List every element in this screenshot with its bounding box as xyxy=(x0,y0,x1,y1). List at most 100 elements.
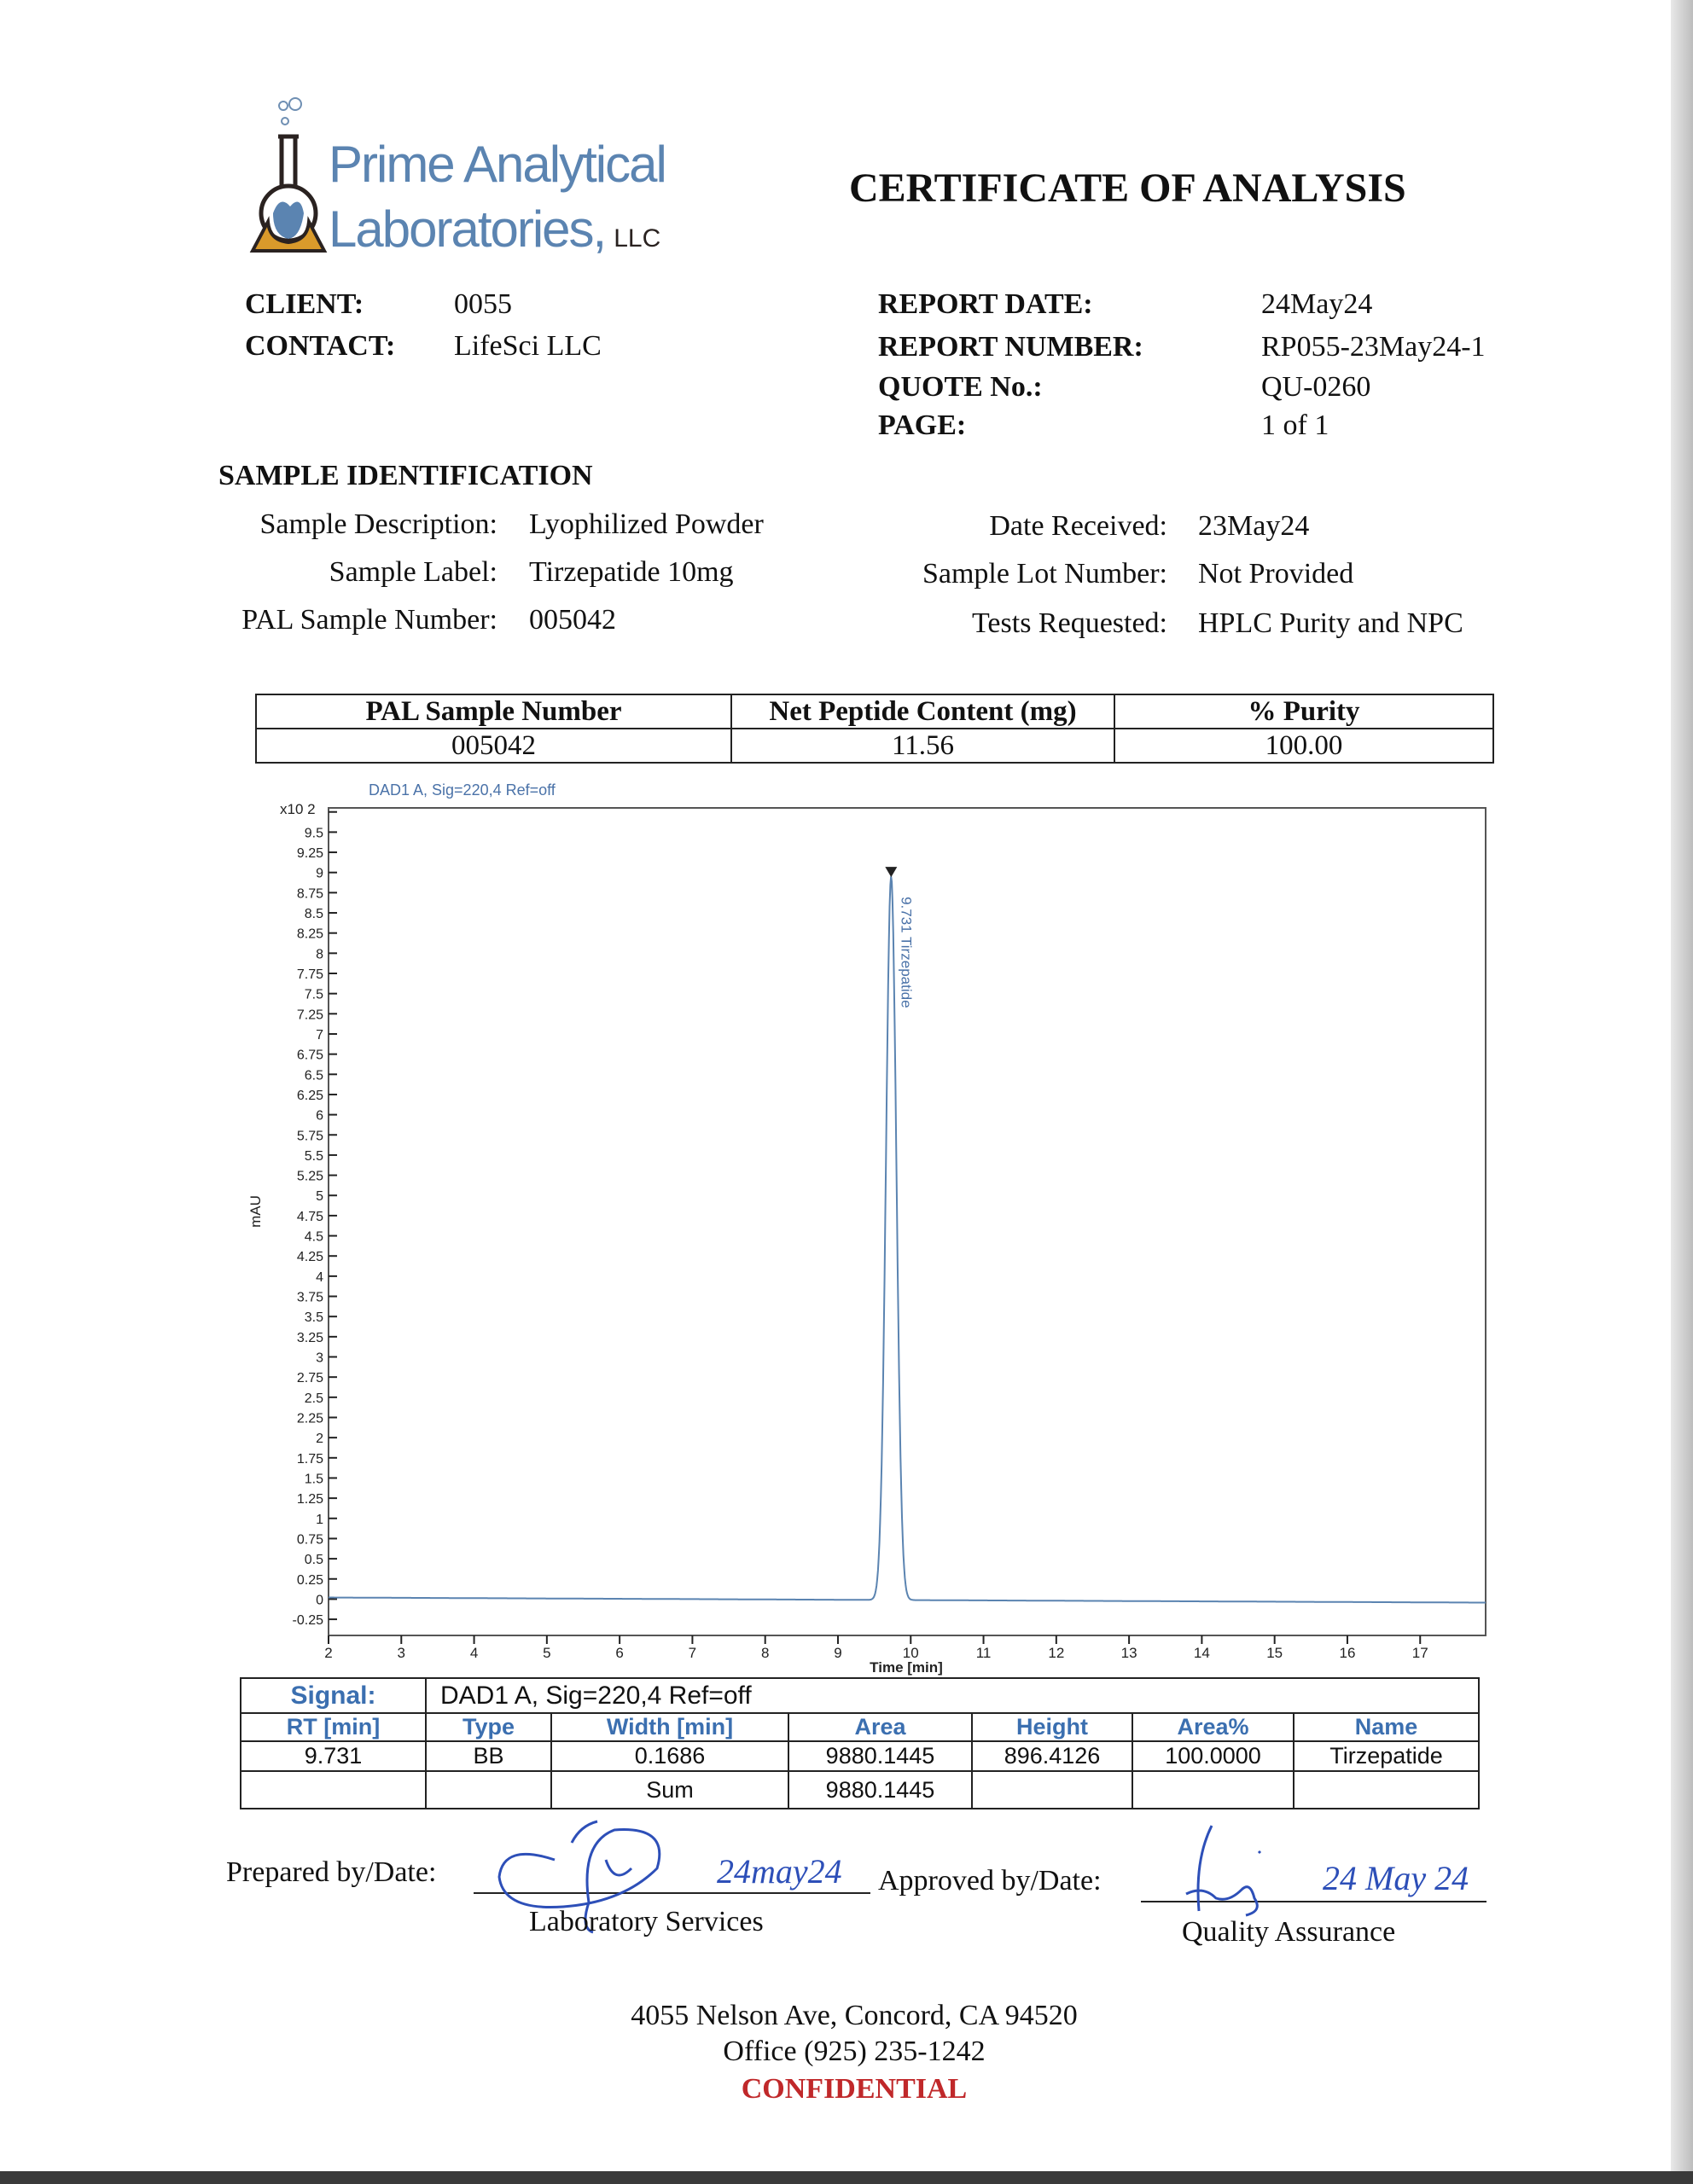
plot-frame xyxy=(328,807,1486,1636)
scan-edge-right xyxy=(1671,0,1693,2184)
header-net-peptide-content: Net Peptide Content (mg) xyxy=(730,694,1115,729)
contact-label: CONTACT: xyxy=(245,330,396,362)
pal-sample-number-label: PAL Sample Number: xyxy=(241,604,497,636)
y-axis-label: mAU xyxy=(247,1195,264,1228)
cell-rt: 9.731 xyxy=(240,1740,427,1772)
y-tick-label: 3.25 xyxy=(297,1331,323,1345)
pal-sample-number-value: 005042 xyxy=(529,604,616,636)
chart-title: DAD1 A, Sig=220,4 Ref=off xyxy=(369,781,556,799)
x-tick-label: 5 xyxy=(543,1645,550,1661)
sample-heading: SAMPLE IDENTIFICATION xyxy=(218,460,593,491)
y-tick-label: -0.25 xyxy=(293,1613,324,1628)
approved-role: Quality Assurance xyxy=(1182,1916,1396,1948)
y-tick-label: 0.25 xyxy=(297,1573,323,1588)
y-tick-label: 5.5 xyxy=(305,1149,323,1164)
cell-height: 896.4126 xyxy=(971,1740,1133,1772)
y-tick-label: 1.25 xyxy=(297,1492,323,1507)
y-tick-label: 0.5 xyxy=(305,1553,323,1567)
y-tick-label: 9.5 xyxy=(305,826,323,840)
y-tick-label: 9 xyxy=(316,867,323,881)
cell-pal-sample-number: 005042 xyxy=(255,728,732,764)
signal-value: DAD1 A, Sig=220,4 Ref=off xyxy=(425,1677,1480,1714)
x-tick-label: 4 xyxy=(470,1645,478,1661)
y-multiplier: x10 2 xyxy=(280,801,316,817)
y-tick-label: 7.75 xyxy=(297,967,323,982)
prepared-by-label: Prepared by/Date: xyxy=(226,1856,437,1888)
y-tick-label: 8.25 xyxy=(297,927,323,942)
header-purity: % Purity xyxy=(1114,694,1494,729)
report-number-label: REPORT NUMBER: xyxy=(878,331,1143,363)
header-pal-sample-number: PAL Sample Number xyxy=(255,694,732,729)
scan-edge-bottom xyxy=(0,2171,1693,2184)
approved-date: 24 May 24 xyxy=(1323,1859,1469,1897)
y-tick-label: 3.75 xyxy=(297,1291,323,1305)
y-tick-label: 8 xyxy=(316,947,323,961)
y-tick-label: 5 xyxy=(316,1189,323,1204)
date-received-value: 23May24 xyxy=(1198,510,1310,542)
sample-description-label: Sample Description: xyxy=(259,508,497,540)
cell-purity: 100.00 xyxy=(1114,728,1494,764)
client-label: CLIENT: xyxy=(245,288,364,320)
x-tick-label: 12 xyxy=(1048,1645,1064,1661)
header-type: Type xyxy=(425,1712,552,1742)
y-tick-label: 2 xyxy=(316,1432,323,1446)
y-tick-label: 4 xyxy=(316,1270,323,1285)
logo-line2-row: Laboratories, LLC xyxy=(329,200,660,269)
y-tick-label: 7.5 xyxy=(305,988,323,1002)
y-tick-label: 4.5 xyxy=(305,1230,323,1245)
footer-phone: Office (925) 235-1242 xyxy=(723,2036,986,2067)
header-rt: RT [min] xyxy=(240,1712,427,1742)
prepared-date: 24may24 xyxy=(717,1852,842,1891)
tests-requested-label: Tests Requested: xyxy=(972,607,1167,639)
date-received-label: Date Received: xyxy=(989,510,1167,542)
signal-label: Signal: xyxy=(240,1677,427,1714)
footer-confidential: CONFIDENTIAL xyxy=(741,2073,968,2105)
x-tick-label: 9 xyxy=(834,1645,841,1661)
x-tick-label: 7 xyxy=(689,1645,696,1661)
header-area-percent: Area% xyxy=(1132,1712,1294,1742)
header-name: Name xyxy=(1293,1712,1480,1742)
prepared-signature xyxy=(497,1820,661,1934)
x-tick-label: 15 xyxy=(1266,1645,1283,1661)
lot-number-label: Sample Lot Number: xyxy=(922,558,1167,590)
prepared-signature-line xyxy=(474,1892,870,1894)
contact-value: LifeSci LLC xyxy=(454,330,602,362)
sum-label: Sum xyxy=(550,1770,789,1809)
x-tick-label: 13 xyxy=(1121,1645,1137,1661)
y-tick-label: 2.25 xyxy=(297,1411,323,1426)
y-tick-label: 1.75 xyxy=(297,1452,323,1467)
y-tick-label: 7.25 xyxy=(297,1008,323,1022)
report-date-value: 24May24 xyxy=(1261,288,1373,320)
header-height: Height xyxy=(971,1712,1133,1742)
cell-width: 0.1686 xyxy=(550,1740,789,1772)
x-tick-label: 11 xyxy=(976,1645,992,1661)
y-tick-label: 7 xyxy=(316,1028,323,1043)
cell-area: 9880.1445 xyxy=(788,1740,973,1772)
chromatogram-trace xyxy=(329,876,1486,1604)
sample-label-value: Tirzepatide 10mg xyxy=(529,556,734,588)
prepared-role: Laboratory Services xyxy=(529,1906,764,1937)
sum-value: 9880.1445 xyxy=(788,1770,973,1809)
flask-icon xyxy=(249,97,328,253)
lot-number-value: Not Provided xyxy=(1198,558,1354,590)
sample-label-label: Sample Label: xyxy=(329,556,497,588)
y-tick-label: 3.5 xyxy=(305,1310,323,1325)
x-tick-label: 16 xyxy=(1340,1645,1356,1661)
x-axis-label: Time [min] xyxy=(870,1659,943,1676)
company-logo: Prime Analytical Laboratories, LLC xyxy=(247,94,691,273)
x-tick-label: 14 xyxy=(1194,1645,1210,1661)
logo-suffix: LLC xyxy=(614,224,661,253)
y-tick-label: 8.5 xyxy=(305,907,323,921)
y-tick-label: 1 xyxy=(316,1513,323,1527)
client-value: 0055 xyxy=(454,288,512,320)
x-tick-label: 17 xyxy=(1412,1645,1428,1661)
header-area: Area xyxy=(788,1712,973,1742)
y-tick-label: 4.75 xyxy=(297,1210,323,1224)
approved-signature xyxy=(1185,1825,1262,1917)
y-tick-label: 6.25 xyxy=(297,1089,323,1103)
y-tick-label: 0.75 xyxy=(297,1532,323,1547)
results-table: PAL Sample Number Net Peptide Content (m… xyxy=(255,694,1494,764)
approved-signature-line xyxy=(1141,1901,1486,1902)
y-tick-label: 4.25 xyxy=(297,1250,323,1264)
cell-name: Tirzepatide xyxy=(1293,1740,1480,1772)
